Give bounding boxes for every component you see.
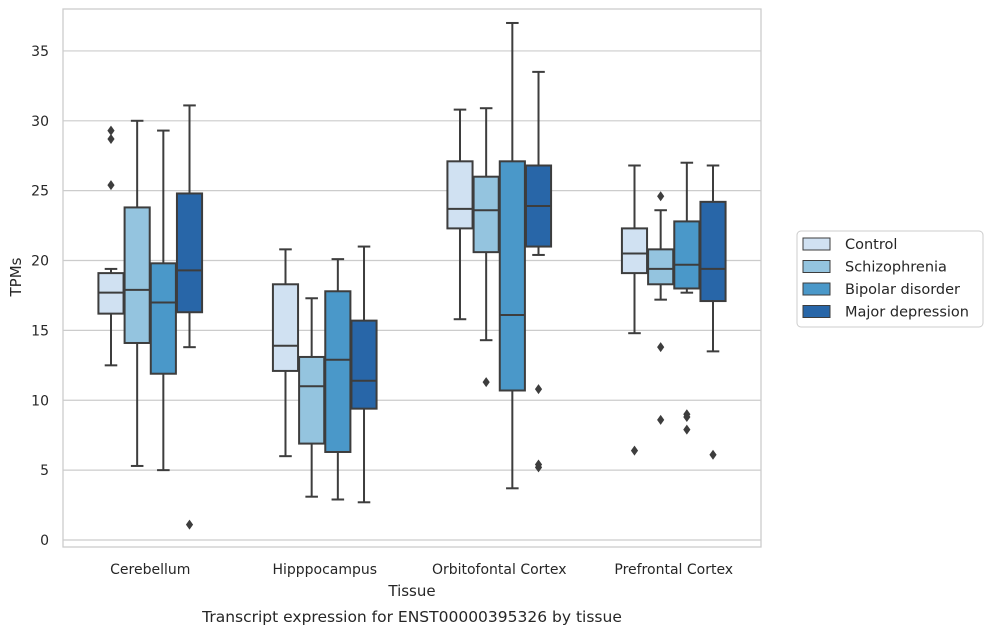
outlier-point xyxy=(534,462,543,473)
box-group xyxy=(498,21,526,490)
box-iqr xyxy=(271,283,300,372)
x-tick-label: Orbitofontal Cortex xyxy=(432,562,567,578)
box-iqr xyxy=(498,160,526,392)
x-tick-label: Cerebellum xyxy=(110,562,190,578)
x-axis-label: Tissue xyxy=(387,582,435,600)
outlier-point xyxy=(657,191,665,202)
legend-label: Bipolar disorder xyxy=(845,282,960,298)
y-tick-label: 15 xyxy=(31,323,49,339)
box-group xyxy=(97,125,125,367)
legend-label: Schizophrenia xyxy=(845,260,947,276)
box-iqr xyxy=(324,290,352,453)
y-axis-label: TPMs xyxy=(7,257,25,297)
box-group xyxy=(524,70,553,473)
y-tick-label: 5 xyxy=(40,463,49,479)
box-group xyxy=(123,119,151,467)
legend: Control Schizophrenia Bipolar disorder Majo… xyxy=(796,230,984,328)
chart-caption: Transcript expression for ENST0000039532… xyxy=(201,608,622,626)
legend-label: Control xyxy=(845,237,897,253)
outlier-point xyxy=(657,414,665,425)
y-tick-label: 30 xyxy=(31,114,49,130)
box-group xyxy=(175,104,204,530)
outlier-point xyxy=(534,384,543,395)
outlier-point xyxy=(657,342,665,353)
box-iqr xyxy=(350,319,378,410)
box-group xyxy=(271,248,300,458)
box-group xyxy=(324,258,352,501)
y-tick-label: 35 xyxy=(31,44,49,60)
box-iqr xyxy=(620,227,649,275)
box-group xyxy=(673,161,701,435)
x-tick-label: Hipppocampus xyxy=(272,562,377,578)
axis-ticks: 0 5 10 15 20 25 30 35 Cerebellum Hipppocampus Orbi… xyxy=(31,44,733,578)
plot-frame xyxy=(62,8,762,548)
box-group xyxy=(446,108,474,321)
outlier-point xyxy=(630,445,639,456)
plot-area xyxy=(97,21,727,530)
legend-frame xyxy=(796,230,984,328)
box-iqr xyxy=(446,160,474,230)
box-group xyxy=(472,107,500,388)
y-tick-label: 10 xyxy=(31,393,49,409)
y-tick-label: 25 xyxy=(31,184,49,200)
box-iqr xyxy=(298,355,326,445)
box-group xyxy=(149,129,177,472)
outlier-point xyxy=(683,412,691,423)
box-iqr xyxy=(647,248,675,286)
outlier-point xyxy=(107,180,115,191)
box-iqr xyxy=(123,206,151,344)
box-group xyxy=(298,297,326,498)
box-iqr xyxy=(472,175,500,254)
outlier-point xyxy=(107,125,115,136)
y-tick-label: 0 xyxy=(40,533,49,549)
box-group xyxy=(699,164,727,460)
outlier-point xyxy=(683,424,691,435)
box-iqr xyxy=(175,192,204,314)
box-iqr xyxy=(699,200,727,303)
box-iqr xyxy=(149,262,177,375)
box-group xyxy=(620,164,649,456)
box-group xyxy=(647,191,675,425)
legend-swatch xyxy=(802,260,831,273)
box-iqr xyxy=(673,220,701,290)
outlier-point xyxy=(185,519,194,530)
y-tick-label: 20 xyxy=(31,254,49,270)
box-group xyxy=(350,245,378,504)
legend-label: Major depression xyxy=(845,305,969,321)
outlier-point xyxy=(709,449,717,460)
legend-swatch xyxy=(802,282,831,296)
x-tick-label: Prefrontal Cortex xyxy=(614,562,733,578)
outlier-point xyxy=(107,133,115,144)
legend-swatch xyxy=(802,237,831,251)
outlier-point xyxy=(482,377,490,388)
legend-swatch xyxy=(802,305,831,318)
